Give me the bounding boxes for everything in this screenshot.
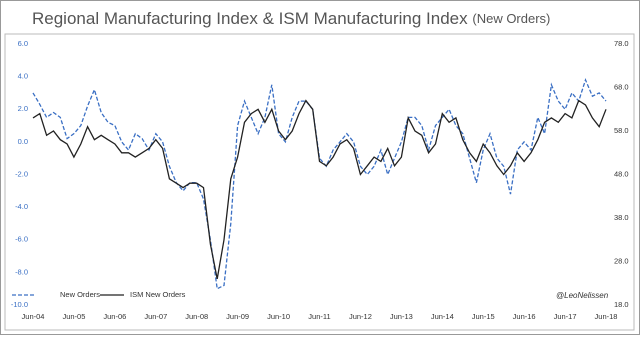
x-tick-label: Jun-16 (513, 312, 536, 321)
title: Regional Manufacturing Index & ISM Manuf… (32, 9, 468, 28)
chart-title: Regional Manufacturing Index & ISM Manuf… (32, 9, 550, 28)
y-tick-label: -8.0 (15, 267, 28, 276)
plot-frame (4, 33, 635, 331)
y2-tick-label: 78.0 (614, 39, 629, 48)
x-tick-label: Jun-07 (144, 312, 167, 321)
y-tick-label: -10.0 (11, 300, 28, 309)
x-tick-label: Jun-13 (390, 312, 413, 321)
x-tick-label: Jun-15 (472, 312, 495, 321)
y-tick-label: -4.0 (15, 202, 28, 211)
y-tick-label: -6.0 (15, 235, 28, 244)
annotation: @LeoNelissen (556, 291, 609, 300)
series-line (32, 78, 607, 290)
series-line (32, 99, 607, 280)
x-tick-label: Jun-04 (22, 312, 45, 321)
x-tick-label: Jun-18 (595, 312, 618, 321)
y2-tick-label: 58.0 (614, 126, 629, 135)
x-tick-label: Jun-10 (267, 312, 290, 321)
y-tick-label: -2.0 (15, 169, 28, 178)
x-tick-label: Jun-11 (308, 312, 330, 321)
y-tick-label: 0.0 (18, 137, 28, 146)
x-tick-label: Jun-17 (554, 312, 577, 321)
x-tick-label: Jun-05 (62, 312, 85, 321)
legend-label: New Orders (60, 290, 100, 299)
y2-tick-label: 28.0 (614, 256, 629, 265)
y-tick-label: 4.0 (18, 72, 28, 81)
x-tick-label: Jun-09 (226, 312, 249, 321)
y2-tick-label: 48.0 (614, 169, 629, 178)
legend-label: ISM New Orders (130, 290, 186, 299)
y-tick-label: 2.0 (18, 104, 28, 113)
subtitle: (New Orders) (472, 11, 550, 26)
y-tick-label: 6.0 (18, 39, 28, 48)
x-tick-label: Jun-12 (349, 312, 372, 321)
x-tick-label: Jun-06 (103, 312, 126, 321)
y2-tick-label: 68.0 (614, 82, 629, 91)
x-tick-label: Jun-08 (185, 312, 208, 321)
y2-tick-label: 18.0 (614, 300, 629, 309)
y2-tick-label: 38.0 (614, 213, 629, 222)
x-tick-label: Jun-14 (431, 312, 454, 321)
